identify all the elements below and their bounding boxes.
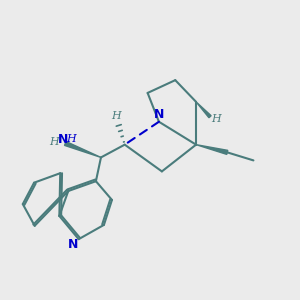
Text: H: H xyxy=(211,114,221,124)
Text: N: N xyxy=(68,238,78,251)
Polygon shape xyxy=(196,145,228,154)
Text: N: N xyxy=(58,133,68,146)
Text: H: H xyxy=(66,134,76,144)
Text: N: N xyxy=(154,108,164,121)
Polygon shape xyxy=(196,102,211,118)
Text: H: H xyxy=(112,111,121,121)
Text: H: H xyxy=(49,137,59,147)
Polygon shape xyxy=(64,142,101,158)
